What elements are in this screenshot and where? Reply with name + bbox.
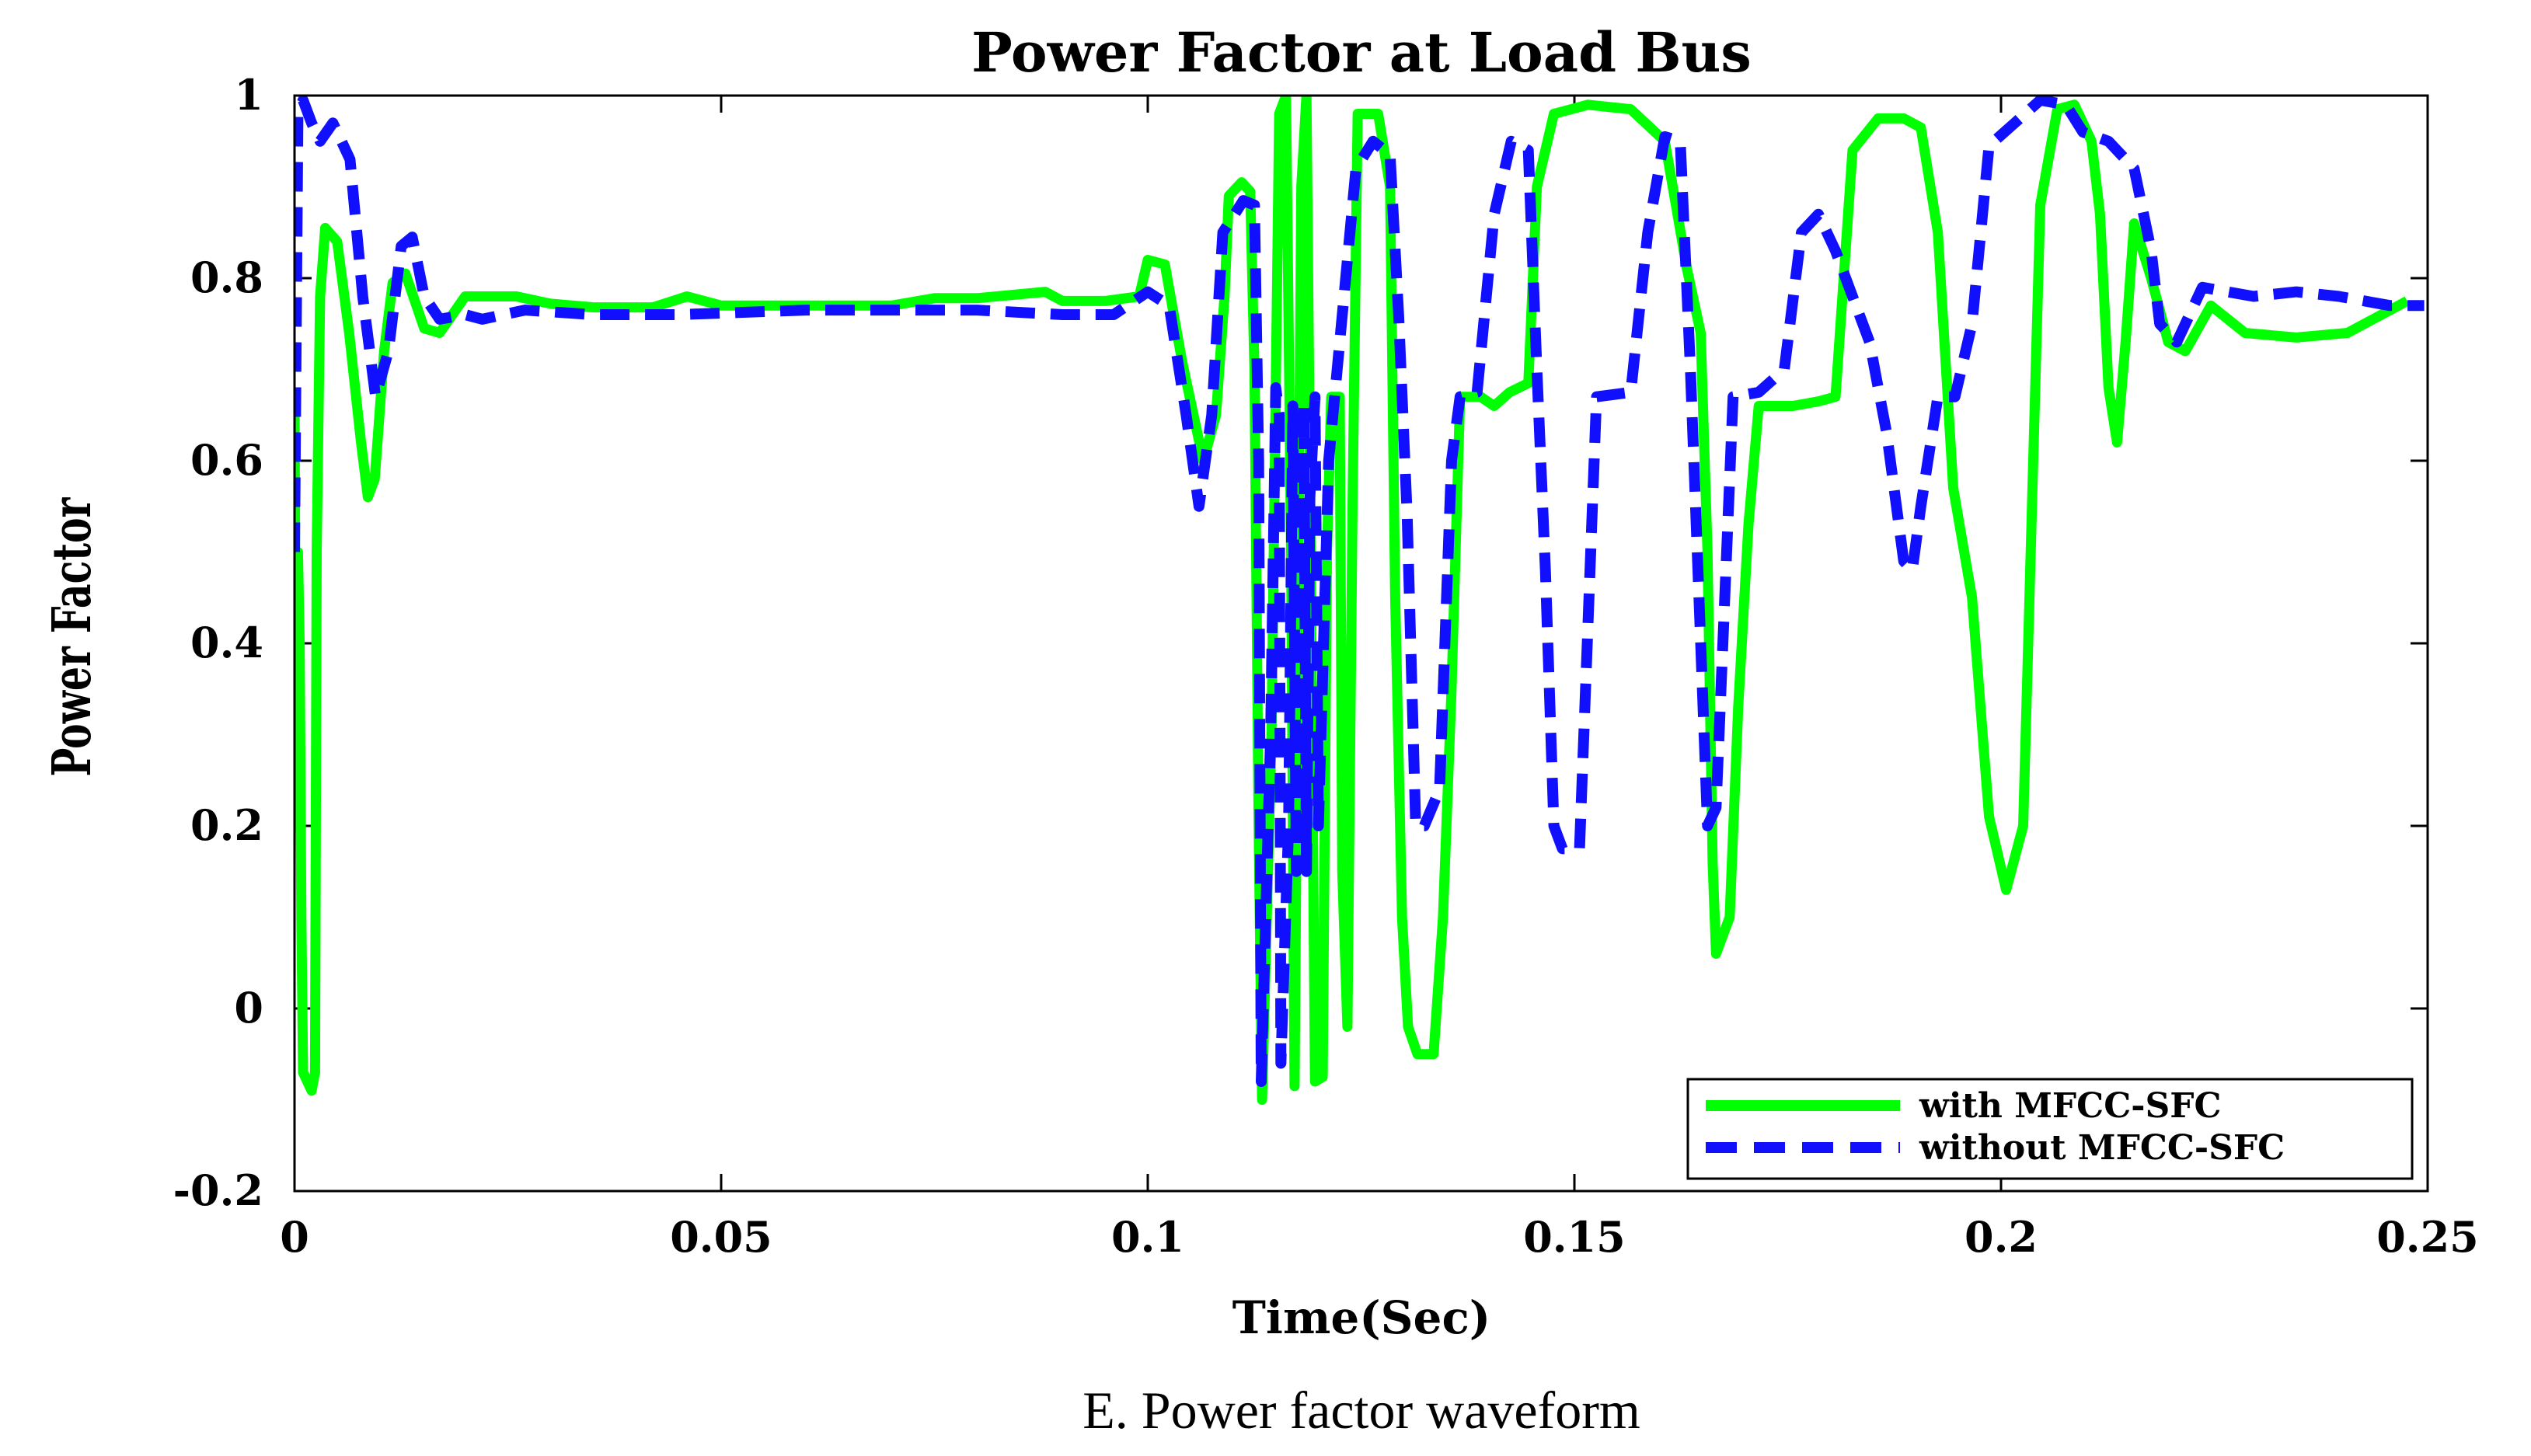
plot-area [293, 94, 2429, 1193]
legend: with MFCC-SFC without MFCC-SFC [1686, 1078, 2414, 1180]
legend-box [1686, 1078, 2414, 1180]
y-tick-label: 0.8 [190, 253, 263, 302]
x-tick-labels: 0 0.05 0.1 0.15 0.2 0.25 [280, 1212, 2479, 1262]
y-tick-label: 1 [234, 70, 263, 120]
y-tick-label: 0.2 [190, 800, 263, 850]
y-tick-label: 0.4 [190, 618, 263, 667]
y-axis-label: Power Factor [40, 497, 103, 777]
y-tick-label: 0.6 [190, 435, 263, 485]
y-tick-label: 0 [234, 983, 263, 1033]
plot-background [295, 96, 2428, 1191]
plot-frame [293, 94, 2429, 1193]
figure-caption: E. Power factor waveform [1082, 1381, 1640, 1440]
x-tick-label: 0.15 [1523, 1212, 1626, 1262]
x-axis-label: Time(Sec) [1232, 1291, 1490, 1344]
y-tick-label: -0.2 [173, 1165, 263, 1215]
series-line-with-mfcc-sfc [295, 96, 2410, 1105]
x-tick-label: 0.2 [1964, 1212, 2038, 1262]
y-tick-labels: -0.2 0 0.2 0.4 0.6 0.8 1 [173, 70, 263, 1215]
chart-title: Power Factor at Load Bus [971, 20, 1752, 85]
x-tick-label: 0.05 [670, 1212, 772, 1262]
series-layer [295, 96, 2425, 1105]
x-tick-label: 0.25 [2376, 1212, 2479, 1262]
x-tick-label: 0 [280, 1212, 309, 1262]
legend-label-with-mfcc-sfc: with MFCC-SFC [1919, 1086, 2222, 1126]
x-tick-label: 0.1 [1111, 1212, 1184, 1262]
legend-label-without-mfcc-sfc: without MFCC-SFC [1919, 1128, 2285, 1168]
